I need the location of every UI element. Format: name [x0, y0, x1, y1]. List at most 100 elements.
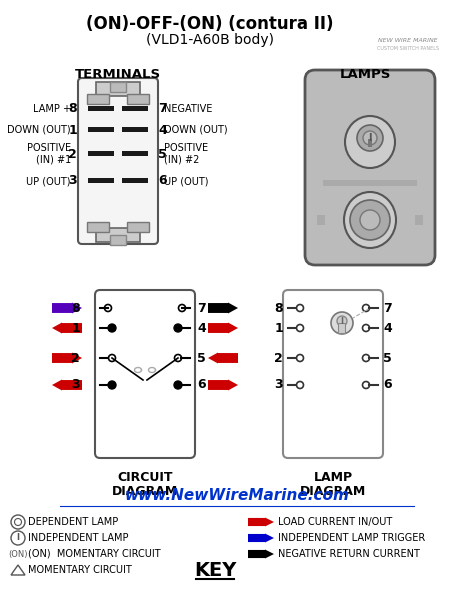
Bar — [317, 215, 325, 225]
Circle shape — [337, 316, 347, 326]
Text: MOMENTARY CIRCUIT: MOMENTARY CIRCUIT — [28, 565, 132, 575]
Ellipse shape — [344, 192, 396, 248]
Text: LAMP +: LAMP + — [33, 104, 71, 114]
Circle shape — [363, 131, 377, 145]
Bar — [110, 82, 126, 92]
Ellipse shape — [345, 116, 395, 168]
Bar — [96, 228, 140, 242]
FancyBboxPatch shape — [78, 78, 158, 244]
Text: 1: 1 — [274, 321, 283, 335]
Text: POSITIVE
(IN) #2: POSITIVE (IN) #2 — [164, 143, 208, 165]
Text: 6: 6 — [383, 378, 392, 392]
FancyBboxPatch shape — [283, 290, 383, 458]
Bar — [88, 106, 114, 111]
Circle shape — [360, 210, 380, 230]
Polygon shape — [208, 379, 238, 390]
Circle shape — [350, 200, 390, 240]
Text: I: I — [368, 133, 372, 143]
Bar — [323, 180, 417, 186]
Polygon shape — [52, 302, 82, 313]
Circle shape — [174, 324, 182, 332]
Circle shape — [108, 381, 116, 389]
Text: 8: 8 — [68, 102, 77, 115]
Text: I: I — [17, 533, 19, 543]
Bar — [87, 222, 109, 232]
Circle shape — [11, 531, 25, 545]
Circle shape — [15, 519, 21, 525]
Text: 7: 7 — [383, 302, 392, 314]
Polygon shape — [248, 549, 274, 558]
FancyBboxPatch shape — [305, 70, 435, 265]
Bar — [122, 178, 148, 183]
Text: NEGATIVE: NEGATIVE — [164, 104, 212, 114]
Text: www.NewWireMarine.com: www.NewWireMarine.com — [125, 489, 349, 503]
Text: NEW WIRE MARINE: NEW WIRE MARINE — [378, 38, 438, 43]
Text: 1: 1 — [71, 321, 80, 335]
Text: 8: 8 — [72, 302, 80, 314]
Text: (VLD1-A60B body): (VLD1-A60B body) — [146, 33, 274, 47]
Text: 3: 3 — [68, 175, 77, 188]
Bar — [87, 94, 109, 104]
Text: KEY: KEY — [194, 560, 236, 579]
Text: 6: 6 — [158, 175, 167, 188]
Bar — [122, 127, 148, 132]
Polygon shape — [248, 517, 274, 527]
Text: LOAD CURRENT IN/OUT: LOAD CURRENT IN/OUT — [278, 517, 392, 527]
Text: 8: 8 — [274, 302, 283, 314]
Circle shape — [174, 381, 182, 389]
Polygon shape — [52, 352, 82, 364]
Polygon shape — [208, 302, 238, 313]
Bar — [338, 323, 346, 333]
Polygon shape — [52, 322, 82, 333]
Text: UP (OUT): UP (OUT) — [164, 176, 209, 186]
Bar — [122, 151, 148, 156]
Text: LAMPS: LAMPS — [339, 68, 391, 81]
Text: I: I — [340, 316, 344, 326]
Text: DOWN (OUT): DOWN (OUT) — [164, 125, 228, 135]
Text: TERMINALS: TERMINALS — [75, 68, 161, 81]
Bar — [88, 151, 114, 156]
Bar — [127, 94, 149, 104]
Bar — [415, 215, 423, 225]
Bar — [88, 178, 114, 183]
Text: 1: 1 — [68, 123, 77, 137]
Text: 2: 2 — [71, 351, 80, 365]
Circle shape — [11, 515, 25, 529]
Text: CUSTOM SWITCH PANELS: CUSTOM SWITCH PANELS — [377, 46, 439, 51]
Text: INDEPENDENT LAMP: INDEPENDENT LAMP — [28, 533, 128, 543]
Text: DIAGRAM: DIAGRAM — [112, 485, 178, 498]
Polygon shape — [52, 379, 82, 390]
Text: 7: 7 — [158, 102, 167, 115]
Circle shape — [357, 125, 383, 151]
Text: DIAGRAM: DIAGRAM — [300, 485, 366, 498]
Text: LAMP: LAMP — [313, 471, 353, 484]
Text: NEGATIVE RETURN CURRENT: NEGATIVE RETURN CURRENT — [278, 549, 420, 559]
Polygon shape — [208, 322, 238, 333]
Bar — [122, 106, 148, 111]
Bar — [110, 235, 126, 245]
Text: INDEPENDENT LAMP TRIGGER: INDEPENDENT LAMP TRIGGER — [278, 533, 425, 543]
Text: (ON): (ON) — [8, 549, 28, 558]
Text: (ON)-OFF-(ON) (contura II): (ON)-OFF-(ON) (contura II) — [86, 15, 334, 33]
Text: 2: 2 — [68, 148, 77, 161]
Circle shape — [108, 324, 116, 332]
Text: 5: 5 — [383, 351, 392, 365]
Text: (ON)  MOMENTARY CIRCUIT: (ON) MOMENTARY CIRCUIT — [28, 549, 161, 559]
Bar — [88, 127, 114, 132]
Text: 5: 5 — [158, 148, 167, 161]
Text: 3: 3 — [72, 378, 80, 392]
FancyBboxPatch shape — [95, 290, 195, 458]
Text: CIRCUIT: CIRCUIT — [117, 471, 173, 484]
Text: 6: 6 — [197, 378, 206, 392]
Text: UP (OUT): UP (OUT) — [27, 176, 71, 186]
Polygon shape — [11, 565, 25, 575]
Text: 4: 4 — [158, 123, 167, 137]
Polygon shape — [248, 533, 274, 543]
Bar — [127, 222, 149, 232]
Text: 3: 3 — [274, 378, 283, 392]
Text: POSITIVE
(IN) #1: POSITIVE (IN) #1 — [27, 143, 71, 165]
Text: 7: 7 — [197, 302, 206, 314]
Text: 4: 4 — [197, 321, 206, 335]
Text: 5: 5 — [197, 351, 206, 365]
Bar — [96, 82, 140, 96]
